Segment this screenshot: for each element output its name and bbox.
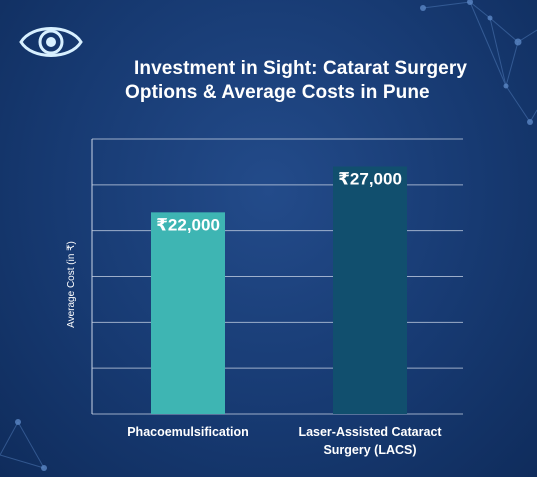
x-tick-labels: Phacoemulsification Laser-Assisted Catara… — [127, 425, 442, 457]
data-labels: ₹22,000 ₹27,000 — [156, 170, 402, 235]
chart-title-line-1: Investment in Sight: Catarat Surgery — [134, 58, 468, 79]
y-axis-label: Average Cost (in ₹) — [66, 241, 77, 328]
chart-title-line-2: Options & Average Costs in Pune — [125, 82, 430, 103]
bar-2 — [333, 166, 407, 414]
grid-lines — [92, 138, 463, 415]
bar-1 — [151, 212, 225, 414]
data-label-2: ₹27,000 — [338, 170, 402, 189]
data-label-1: ₹22,000 — [156, 215, 220, 234]
x-tick-label-2: Laser-Assisted Cataract — [298, 425, 442, 439]
eye-icon — [19, 27, 83, 57]
x-tick-label-2: Surgery (LACS) — [323, 443, 416, 457]
bars — [151, 166, 407, 414]
x-tick-label-1: Phacoemulsification — [127, 425, 249, 439]
